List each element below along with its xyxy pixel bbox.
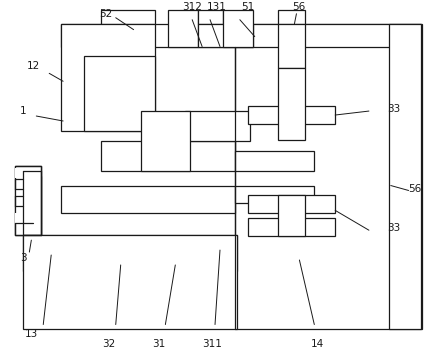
Bar bbox=[248, 196, 335, 213]
Bar bbox=[15, 166, 41, 235]
Bar bbox=[15, 166, 41, 177]
Bar bbox=[278, 10, 305, 24]
Bar bbox=[248, 106, 335, 124]
Text: 32: 32 bbox=[102, 340, 116, 350]
Bar bbox=[235, 151, 314, 171]
Bar bbox=[61, 186, 235, 213]
Text: 52: 52 bbox=[99, 9, 112, 19]
Bar bbox=[389, 24, 421, 330]
Bar bbox=[198, 10, 223, 24]
Bar bbox=[24, 253, 237, 271]
Bar bbox=[101, 141, 235, 171]
Bar bbox=[15, 213, 33, 223]
Bar bbox=[84, 56, 156, 131]
Bar bbox=[248, 218, 335, 236]
Bar bbox=[61, 24, 421, 46]
Text: 3: 3 bbox=[20, 253, 27, 263]
Bar bbox=[61, 24, 156, 131]
Bar bbox=[168, 10, 198, 46]
Text: 1: 1 bbox=[20, 106, 27, 116]
Text: 312: 312 bbox=[182, 2, 202, 12]
Text: 33: 33 bbox=[387, 223, 400, 233]
Text: 56: 56 bbox=[292, 2, 305, 12]
Bar bbox=[278, 69, 305, 140]
Bar bbox=[198, 24, 253, 46]
Text: 13: 13 bbox=[25, 330, 38, 340]
Text: 56: 56 bbox=[408, 183, 421, 193]
Bar bbox=[235, 186, 314, 203]
Bar bbox=[223, 10, 253, 46]
Text: 31: 31 bbox=[152, 340, 165, 350]
Text: 33: 33 bbox=[387, 104, 400, 114]
Text: 12: 12 bbox=[27, 61, 40, 71]
Bar bbox=[278, 24, 305, 69]
Bar bbox=[24, 235, 237, 330]
Text: 51: 51 bbox=[241, 2, 255, 12]
Bar bbox=[140, 111, 190, 171]
Bar bbox=[15, 223, 41, 235]
Bar bbox=[278, 196, 305, 236]
Bar bbox=[185, 111, 250, 141]
Text: 311: 311 bbox=[202, 340, 222, 350]
Text: 14: 14 bbox=[311, 340, 324, 350]
Bar bbox=[24, 235, 237, 253]
Bar bbox=[101, 10, 156, 24]
Bar bbox=[15, 177, 41, 223]
Text: 131: 131 bbox=[207, 2, 227, 12]
Bar bbox=[15, 168, 33, 177]
Bar bbox=[235, 24, 422, 330]
Bar bbox=[24, 176, 41, 235]
